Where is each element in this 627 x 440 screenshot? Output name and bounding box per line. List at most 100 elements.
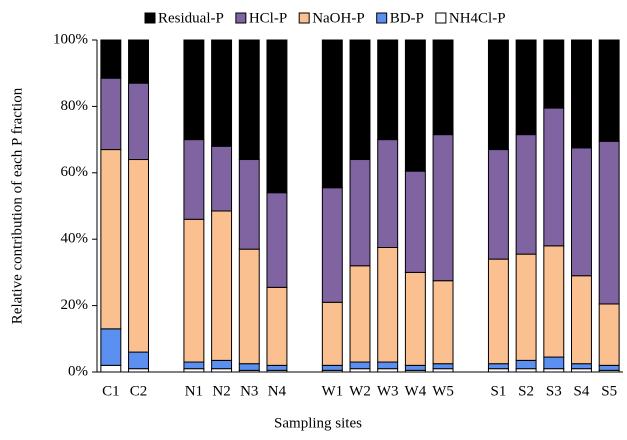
y-axis-title: Relative contribution of each P fraction [9,87,25,324]
bar-segment [349,39,371,161]
bar-segment [432,39,454,136]
x-tick-label: W3 [377,383,399,399]
legend-label: HCl-P [249,10,287,26]
bar-segment [128,351,149,370]
bar-segment [487,363,509,370]
x-tick-label: W1 [321,383,343,399]
bar-segment [543,356,565,370]
bar-segment [321,364,343,371]
bar-segment [598,364,620,371]
bar-segment [349,159,371,267]
bar-segment [238,39,260,161]
bar-segment [487,149,509,260]
legend-label: NH4Cl-P [449,10,506,26]
bar-segment [571,39,592,149]
bar-segment [128,39,149,84]
bar-segment [598,303,620,366]
legend-swatch [376,12,388,24]
bar-segment [404,39,426,172]
bar-segment [183,139,205,220]
bar-segment [543,107,565,247]
legend-swatch [235,12,247,24]
x-tick-label: S1 [490,383,506,399]
y-tick-label: 40% [61,231,89,247]
bar-segment [211,39,233,147]
bar-segment [515,134,537,255]
bar-segment [487,258,509,365]
bar-segment [266,286,288,366]
x-tick-label: S3 [546,383,562,399]
bar-segment [321,301,343,366]
bar-segment [128,82,149,161]
x-tick-label: W2 [349,383,371,399]
bar-segment [183,218,205,363]
bar-segment [211,210,233,361]
bar-segment [349,265,371,363]
bar-segment [598,140,620,305]
legend-swatch [144,12,156,24]
bar-segment [432,363,454,370]
bar-segment [543,245,565,358]
bar-segment [515,253,537,361]
bar-segment [349,361,371,370]
bar-segment [377,139,399,249]
x-tick-label: N2 [212,383,230,399]
bar-segment [515,359,537,370]
x-tick-label: W5 [432,383,454,399]
legend-swatch [435,12,447,24]
bar-segment [183,39,205,141]
bar-segment [100,364,122,373]
legend-label: Residual-P [158,10,224,26]
bar-segment [571,147,592,277]
bar-segment [377,39,399,141]
y-tick-label: 0% [68,363,88,379]
bar-segment [238,248,260,365]
x-tick-label: S5 [601,383,617,399]
bar-segment [266,364,288,371]
y-tick-label: 60% [61,164,89,180]
bar-segment [266,192,288,288]
bar-segment [183,361,205,370]
y-tick-label: 80% [61,98,89,114]
bar-segment [515,39,537,136]
legend-label: NaOH-P [312,10,365,26]
legend-label: BD-P [390,10,424,26]
bar-segment [598,39,620,142]
legend-swatch [298,12,310,24]
bar-segment [432,280,454,365]
bar-segment [100,328,122,366]
bar-segment [404,170,426,273]
bar-segment [211,145,233,212]
x-tick-label: C2 [130,383,148,399]
bar-segment [487,39,509,151]
bar-segment [266,39,288,194]
bar-segment [238,363,260,371]
bar-segment [321,39,343,189]
bar-segment [100,77,122,151]
bar-segment [543,39,565,109]
x-tick-label: N4 [268,383,287,399]
bar-segment [238,159,260,250]
x-tick-label: C1 [102,383,120,399]
bar-segment [571,363,592,370]
bar-segment [100,39,122,79]
bar-segment [377,361,399,370]
x-tick-label: S2 [518,383,534,399]
y-tick-label: 100% [53,31,88,47]
y-tick-label: 20% [61,297,89,313]
x-axis-title: Sampling sites [274,415,362,431]
bar-segment [321,187,343,303]
bar-segment [571,275,592,365]
x-tick-label: W4 [405,383,427,399]
x-tick-label: N1 [185,383,203,399]
bar-segment [432,134,454,282]
x-tick-label: S4 [574,383,590,399]
bar-segment [404,364,426,371]
bar-segment [404,271,426,366]
bar-segment [128,159,149,353]
bar-segment [100,149,122,330]
x-tick-label: N3 [240,383,258,399]
bar-segment [211,359,233,370]
bar-segment [377,247,399,363]
